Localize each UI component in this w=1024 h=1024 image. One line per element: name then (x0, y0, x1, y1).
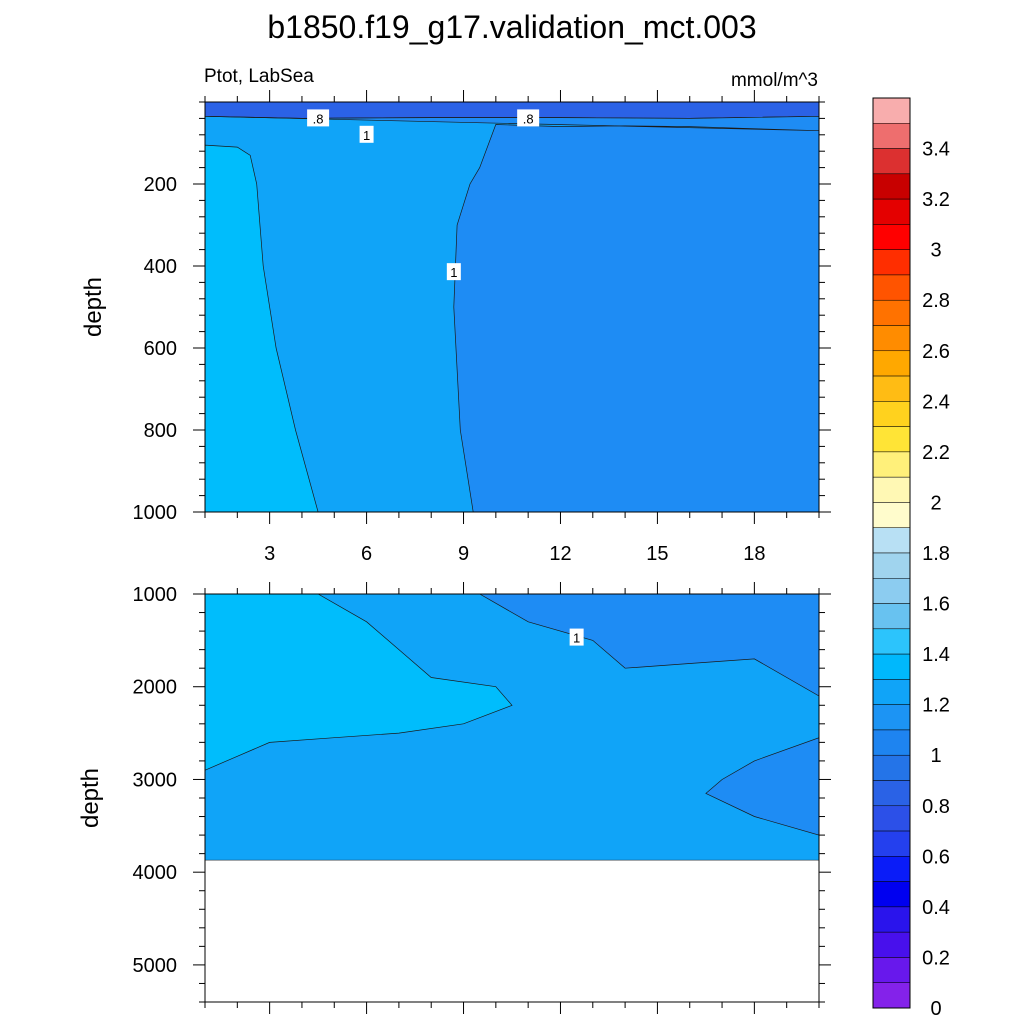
x-tick-label: 6 (361, 543, 372, 565)
y-tick-label: 800 (144, 420, 177, 442)
colorbar-label: 0.6 (922, 846, 950, 868)
colorbar-label: 3.4 (922, 139, 950, 161)
colorbar-label: 0.4 (922, 897, 950, 919)
y-tick-label: 4000 (133, 862, 178, 884)
colorbar-label: 2.4 (922, 391, 950, 413)
colorbar-label: 1 (930, 745, 941, 767)
colorbar-swatch (872, 704, 911, 731)
colorbar-swatch (872, 527, 911, 554)
x-tick-label: 3 (264, 543, 275, 565)
units-label: mmol/m^3 (731, 70, 818, 91)
contour-label: 1 (450, 265, 457, 280)
colorbar-swatch (872, 628, 911, 655)
colorbar-label: 0.8 (922, 796, 950, 818)
x-tick-label: 12 (549, 543, 571, 565)
variable-region-label: Ptot, LabSea (204, 66, 314, 87)
colorbar-label: 1.4 (922, 644, 950, 666)
upper-depth-panel: .8 .8 1 1 3 6 9 12 15 18 200 400 600 800 1000 depth (80, 90, 831, 565)
colorbar-swatch (872, 325, 911, 352)
y-tick-label: 1000 (133, 584, 178, 606)
contour-region (205, 594, 513, 771)
contour-region (205, 144, 319, 512)
contour-label-box (517, 109, 540, 127)
colorbar-swatch (872, 451, 911, 478)
colorbar-swatch (872, 754, 911, 781)
colorbar-swatch (872, 426, 911, 453)
y-tick-label: 400 (144, 256, 177, 278)
colorbar-label: 1.8 (922, 543, 950, 565)
contour-label: .8 (313, 111, 324, 126)
colorbar-swatch (872, 299, 911, 326)
colorbar-label: 3.2 (922, 189, 950, 211)
colorbar-swatch (872, 653, 911, 680)
colorbar-swatch (872, 173, 911, 200)
contour-label: 1 (573, 631, 580, 646)
contour-label-box (359, 125, 374, 143)
colorbar-swatch (872, 401, 911, 427)
colorbar: 3.4 3.2 3 2.8 2.6 2.4 2.2 2 1.8 1.6 1.4 1.2 1 0.8 0.6 0… (872, 97, 950, 1020)
colorbar-swatch (872, 931, 911, 958)
y-tick-label: 5000 (133, 955, 178, 977)
colorbar-label: 1.6 (922, 594, 950, 616)
colorbar-border (872, 97, 911, 1009)
y-tick-label: 200 (144, 174, 177, 196)
colorbar-swatch (872, 906, 911, 933)
colorbar-swatch (872, 123, 911, 149)
plot-frame (204, 101, 820, 513)
colorbar-label: 2.8 (922, 290, 950, 312)
colorbar-swatch (872, 148, 911, 175)
colorbar-swatch (872, 350, 911, 377)
contour-label-box (307, 109, 330, 127)
y-axis-label: depth (80, 277, 107, 337)
y-tick-label: 3000 (133, 769, 178, 791)
colorbar-swatch (872, 830, 911, 857)
colorbar-swatch (872, 982, 911, 1009)
x-tick-label: 18 (743, 543, 765, 565)
colorbar-label: 2.2 (922, 442, 950, 464)
contour-label-box (569, 628, 584, 646)
colorbar-swatch (872, 578, 911, 604)
colorbar-label: 2.6 (922, 341, 950, 363)
colorbar-swatch (872, 780, 911, 807)
contour-region (705, 737, 819, 836)
y-axis-label: depth (77, 768, 104, 828)
colorbar-swatch (872, 502, 911, 528)
colorbar-swatch (872, 274, 911, 301)
colorbar-swatch (872, 856, 911, 882)
contour-label: 1 (363, 128, 370, 143)
contour-label: .8 (523, 111, 534, 126)
colorbar-label: 2 (930, 492, 941, 514)
colorbar-swatch (872, 552, 911, 579)
colorbar-swatch (872, 881, 911, 908)
contour-region (205, 102, 819, 119)
lower-depth-panel: 1 1000 2000 3000 4000 5000 depth (77, 582, 831, 1014)
colorbar-swatch (872, 805, 911, 832)
colorbar-swatch (872, 679, 911, 705)
colorbar-swatch (872, 729, 911, 756)
y-tick-label: 1000 (133, 502, 178, 524)
x-tick-label: 9 (458, 543, 469, 565)
colorbar-swatch (872, 249, 911, 276)
contour-region (205, 115, 819, 512)
y-tick-label: 600 (144, 338, 177, 360)
colorbar-swatch (872, 476, 911, 503)
colorbar-label: 0 (930, 998, 941, 1020)
colorbar-swatch (872, 224, 911, 250)
colorbar-swatch (872, 603, 911, 630)
x-tick-label: 15 (646, 543, 668, 565)
chart-title: b1850.f19_g17.validation_mct.003 (267, 9, 756, 45)
colorbar-swatch (872, 198, 911, 225)
contour-label-box (446, 263, 461, 281)
contour-region (478, 594, 819, 697)
colorbar-label: 0.2 (922, 947, 950, 969)
colorbar-swatch (872, 375, 911, 402)
colorbar-swatch (872, 957, 911, 983)
colorbar-swatch (872, 97, 911, 124)
colorbar-label: 3 (930, 240, 941, 262)
colorbar-label: 1.2 (922, 695, 950, 717)
y-tick-label: 2000 (133, 677, 178, 699)
